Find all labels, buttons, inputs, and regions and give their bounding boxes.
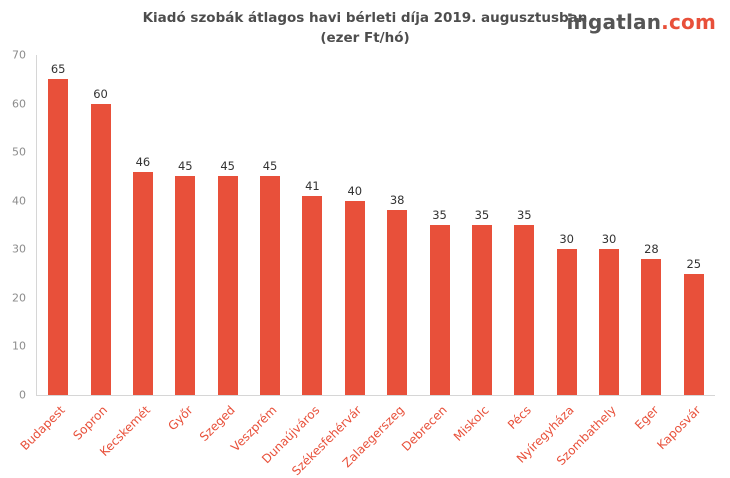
bar [48,79,69,395]
bar [217,176,238,395]
x-axis-label: Budapest [18,403,69,454]
bar [641,259,662,395]
y-tick-label: 60 [12,97,26,111]
bar [683,273,704,395]
x-axis-label: Debrecen [398,403,450,454]
bar [260,176,281,395]
bar-value-label: 45 [220,159,235,174]
bar-group: 30 Nyíregyháza [514,55,588,466]
bar-group: 41 Dunaújváros [259,55,333,466]
bar [556,249,577,395]
chart-subtitle: (ezer Ft/hó) [320,30,410,47]
bar-value-label: 30 [601,232,617,247]
bar-value-label: 45 [262,159,278,174]
bar [387,210,408,395]
bar [599,249,620,395]
x-axis-label: Kaposvár [654,403,704,453]
bar-value-label: 46 [135,154,151,169]
y-tick-label: 30 [12,242,26,256]
y-tick-label: 50 [12,145,26,159]
bar-value-label: 40 [347,183,363,198]
bar-group: 30 Szombathely [554,55,630,468]
x-axis-label: Eger [631,403,662,433]
bar-value-label: 25 [686,256,702,271]
bar-group: 38 Zalaegerszeg [340,55,418,470]
y-axis: 0 10 20 30 40 50 60 70 [0,49,30,402]
bar-group: 35 Miskolc [451,55,503,444]
y-tick-label: 70 [12,48,26,62]
bar-group: 35 Debrecen [399,55,460,454]
bar [514,225,535,395]
bar-group: 28 Eger [630,55,672,432]
bar-value-label: 35 [474,208,490,222]
chart-title: Kiadó szobák átlagos havi bérleti díja 2… [142,10,588,26]
y-tick-label: 0 [19,388,26,402]
x-axis-label: Miskolc [451,403,492,444]
bar-value-label: 38 [389,193,405,208]
bar [302,195,323,395]
bar-value-label: 35 [432,208,447,222]
bar-value-label: 45 [177,159,193,174]
bar-group: 46 Kecskemét [97,55,164,459]
bar [429,225,450,395]
bar-value-label: 41 [305,178,320,193]
bar-group: 25 Kaposvár [654,55,715,452]
bar-value-label: 35 [516,208,532,222]
x-axis-label: Pécs [505,403,535,433]
bar [175,176,196,395]
plot-area: 65 Budapest 60 Sopron 46 Kecskemét 45 Győr 45 Sze… [18,55,715,478]
bar-group: 35 Pécs [503,55,545,432]
bars-container: 65 Budapest 60 Sopron 46 Kecskemét 45 Győr 45 Sze… [18,55,715,478]
logo-name-text: ingatlan [566,10,662,34]
bar-value-label: 30 [559,232,574,247]
bar-value-label: 65 [50,62,66,77]
bar [471,225,492,395]
bar-group: 45 Veszprém [229,55,291,454]
bar-group: 65 Budapest [18,55,79,453]
bar-group: 45 Szeged [197,55,249,444]
bar [90,103,111,395]
bar-value-label: 60 [93,86,108,101]
bar [344,200,365,395]
y-tick-label: 10 [12,339,26,353]
bar-group: 40 Székesfehérvár [289,55,376,478]
bar-group: 45 Győr [164,55,206,433]
y-tick-label: 20 [12,291,26,305]
bar-group: 60 Sopron [71,55,121,443]
y-tick-label: 40 [12,194,26,208]
bar-value-label: 28 [644,242,659,256]
x-axis-label: Szeged [196,403,238,444]
ingatlan-logo: ingatlan.com [566,10,716,34]
chart-header: Kiadó szobák átlagos havi bérleti díja 2… [0,8,730,49]
x-axis-label: Sopron [70,403,111,443]
bar [132,171,153,395]
logo-tld-text: .com [661,10,716,34]
x-axis-label: Győr [165,403,196,434]
